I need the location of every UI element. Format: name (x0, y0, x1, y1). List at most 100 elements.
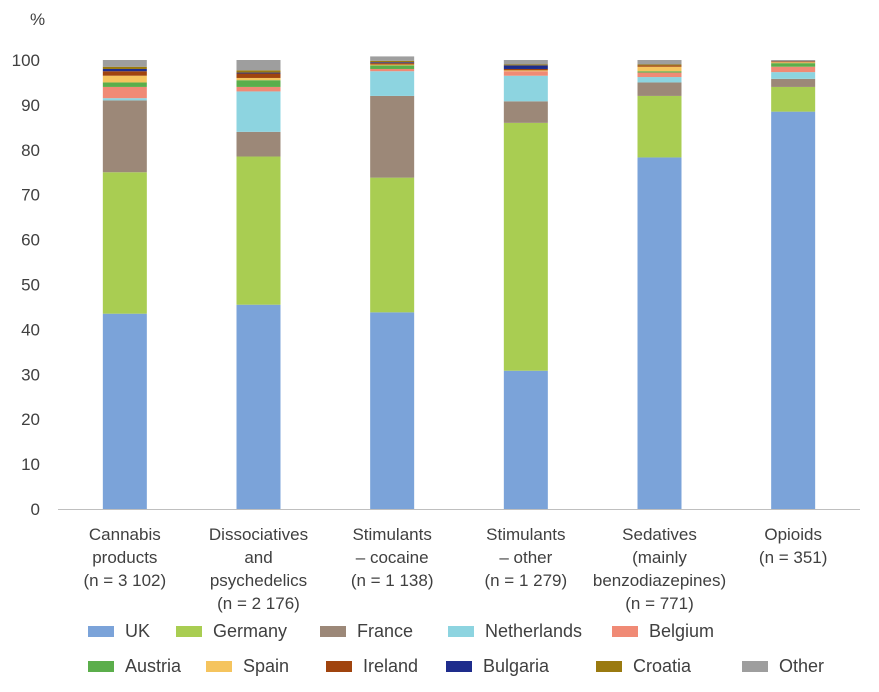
bar-stack (771, 60, 816, 509)
x-category-label: (n = 2 176) (217, 594, 300, 613)
bar-segment-spain (236, 77, 281, 81)
x-category-label: (n = 1 279) (484, 571, 567, 590)
bar-segment-croatia (236, 70, 281, 73)
bar-segment-ireland (236, 73, 281, 78)
legend-swatch (612, 625, 638, 637)
bar-stack (370, 56, 415, 509)
y-tick-label: 90 (21, 96, 40, 115)
legend-label: Germany (213, 620, 288, 641)
legend-item-other: Other (742, 655, 824, 677)
bar-segment-uk (503, 370, 548, 509)
y-tick-label: 50 (21, 276, 40, 295)
x-category-label: Sedatives (622, 525, 697, 544)
bar-segment-germany (503, 122, 548, 371)
y-tick-label: 30 (21, 365, 40, 384)
bar-segment-croatia (503, 64, 548, 66)
bar-segment-austria (102, 82, 147, 87)
bar-segment-netherlands (637, 77, 682, 83)
y-tick-label: 100 (12, 51, 40, 70)
bar-stack (637, 60, 682, 510)
bar-segment-other (102, 60, 147, 67)
bar-segment-bulgaria (370, 62, 415, 64)
bar-segment-austria (236, 80, 281, 87)
bar-segment-austria (370, 65, 415, 69)
bar-segment-uk (370, 312, 415, 509)
bar-segment-ireland (102, 71, 147, 76)
x-category-label: – other (499, 548, 552, 567)
legend-label: France (357, 620, 414, 641)
y-tick-label: 70 (21, 186, 40, 205)
legend-item-ireland: Ireland (326, 655, 418, 677)
legend-swatch (596, 660, 622, 672)
x-category-label: Dissociatives (209, 525, 308, 544)
x-category-label: (n = 1 138) (351, 571, 434, 590)
bar-segment-netherlands (236, 91, 281, 132)
x-category-label: (n = 3 102) (83, 571, 166, 590)
y-tick-label: 0 (31, 500, 40, 519)
y-axis: 0 10 20 30 40 50 60 70 80 90 100 (12, 51, 40, 519)
legend-label: Croatia (633, 655, 692, 676)
legend-swatch (326, 660, 352, 672)
bar-segment-bulgaria (102, 68, 147, 72)
bar-segment-croatia (637, 64, 682, 66)
bar-segment-belgium (102, 86, 147, 99)
x-category-label: (n = 351) (759, 548, 828, 567)
bar-segment-france (771, 78, 816, 87)
bar-segment-germany (771, 86, 816, 112)
bar-segment-other (503, 60, 548, 65)
bar-segment-germany (236, 156, 281, 305)
x-category-label: products (92, 548, 157, 567)
legend-swatch (206, 660, 232, 672)
y-tick-label: 80 (21, 141, 40, 160)
legend-label: Spain (243, 655, 290, 676)
legend-label: Austria (125, 655, 182, 676)
bar-segment-germany (637, 95, 682, 158)
x-category-label: (mainly (632, 548, 687, 567)
bar-segment-netherlands (771, 72, 816, 79)
bar-segment-france (236, 131, 281, 157)
legend-label: UK (125, 620, 151, 641)
y-tick-label: 40 (21, 320, 40, 339)
bar-segment-other (236, 60, 281, 71)
bar-segment-ireland (370, 63, 415, 65)
bar-segment-netherlands (503, 75, 548, 102)
legend-swatch (176, 625, 202, 637)
x-category-label: Cannabis (89, 525, 161, 544)
bar-segment-austria (637, 71, 682, 73)
bar-stack (503, 60, 548, 509)
bar-segment-netherlands (102, 98, 147, 101)
bar-segment-austria (771, 63, 816, 67)
bar-segment-uk (771, 111, 816, 509)
legend-label: Bulgaria (483, 655, 550, 676)
bar-segment-netherlands (370, 71, 415, 96)
x-category-label: benzodiazepines) (593, 571, 726, 590)
bar-segment-belgium (370, 68, 415, 72)
bar-segment-spain (771, 62, 816, 64)
legend-item-spain: Spain (206, 655, 289, 677)
legend-label: Other (779, 655, 825, 676)
legend-item-austria: Austria (88, 655, 181, 677)
bar-segment-uk (637, 157, 682, 510)
y-tick-label: 10 (21, 455, 40, 474)
legend-label: Netherlands (485, 620, 583, 641)
legend-swatch (446, 660, 472, 672)
legend-swatch (320, 625, 346, 637)
bar-segment-croatia (370, 60, 415, 63)
legend-swatch (448, 625, 474, 637)
bar-segment-spain (102, 75, 147, 83)
y-tick-label: 60 (21, 231, 40, 250)
bar-stacks (102, 56, 816, 510)
legend-label: Belgium (649, 620, 715, 641)
bar-segment-other (637, 60, 682, 65)
legend-item-germany: Germany (176, 620, 287, 642)
bar-segment-france (637, 82, 682, 96)
bar-stack (236, 60, 281, 509)
x-category-label: – cocaine (356, 548, 429, 567)
x-category-label: Stimulants (352, 525, 431, 544)
legend-item-croatia: Croatia (596, 655, 691, 677)
legend-item-netherlands: Netherlands (448, 620, 582, 642)
bar-segment-france (102, 100, 147, 173)
bar-segment-bulgaria (503, 65, 548, 69)
y-tick-label: 20 (21, 410, 40, 429)
